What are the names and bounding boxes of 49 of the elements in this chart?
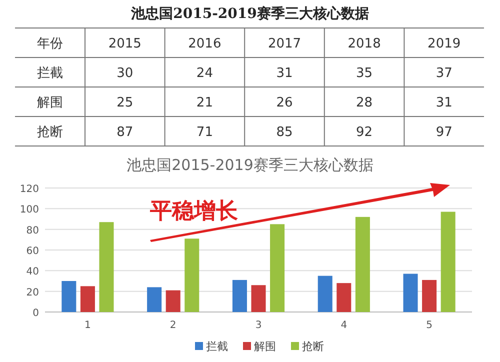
chart-title: 池忠国2015-2019赛季三大核心数据 (130, 5, 369, 22)
x-tick-label: 4 (340, 320, 348, 331)
bar (166, 290, 180, 312)
x-tick-label: 5 (426, 320, 432, 331)
data-label: 87 (116, 124, 134, 140)
x-tick-label: 3 (255, 320, 262, 331)
data-label: 37 (436, 66, 452, 81)
y-tick-label: 60 (26, 246, 39, 257)
bar (184, 238, 200, 312)
y-tick-label: 0 (32, 308, 39, 319)
data-label: 85 (276, 124, 293, 140)
bar (232, 280, 247, 312)
x-tick-label: 1 (84, 320, 91, 331)
bar (80, 286, 95, 312)
bar (403, 274, 418, 312)
bar (422, 280, 437, 312)
y-tick-label: 100 (20, 204, 39, 216)
annotation: 平稳增长 (149, 199, 239, 224)
bar (62, 281, 76, 312)
data-label: 71 (196, 124, 213, 140)
bar (270, 224, 285, 312)
bar (251, 285, 266, 312)
data-label: 31 (436, 95, 452, 110)
data-label: 92 (356, 124, 373, 140)
data-label: 28 (356, 95, 373, 110)
legend-label: 拦截 (206, 340, 228, 353)
data-label: 35 (356, 66, 373, 81)
data-label: 97 (436, 124, 452, 140)
bar (440, 212, 456, 312)
y-tick-label: 80 (26, 225, 39, 236)
bar (99, 222, 114, 312)
data-table: 年份 2015 2016 2017 2018 2019 拦截 30 24 31 35 37 解围 25 21 26 28 31 抢断 87 71 85 92 97 (14, 28, 484, 146)
bar (336, 283, 352, 312)
data-label: 31 (276, 66, 293, 81)
legend-label: 解围 (254, 340, 276, 353)
y-tick-label: 20 (26, 287, 39, 298)
data-label: 25 (116, 95, 134, 110)
data-label: 26 (276, 95, 293, 110)
chart-subtitle: 池忠国2015-2019赛季三大核心数据 (126, 156, 374, 174)
y-tick-label: 120 (20, 184, 39, 195)
legend-label: 抢断 (302, 340, 324, 353)
bar (355, 216, 370, 312)
y-tick-label: 40 (26, 266, 39, 278)
bar (147, 287, 162, 312)
bar (318, 276, 332, 312)
data-label: 21 (196, 95, 213, 110)
x-tick-label: 2 (170, 320, 176, 331)
data-label: 24 (196, 66, 213, 81)
data-label: 30 (116, 66, 134, 81)
